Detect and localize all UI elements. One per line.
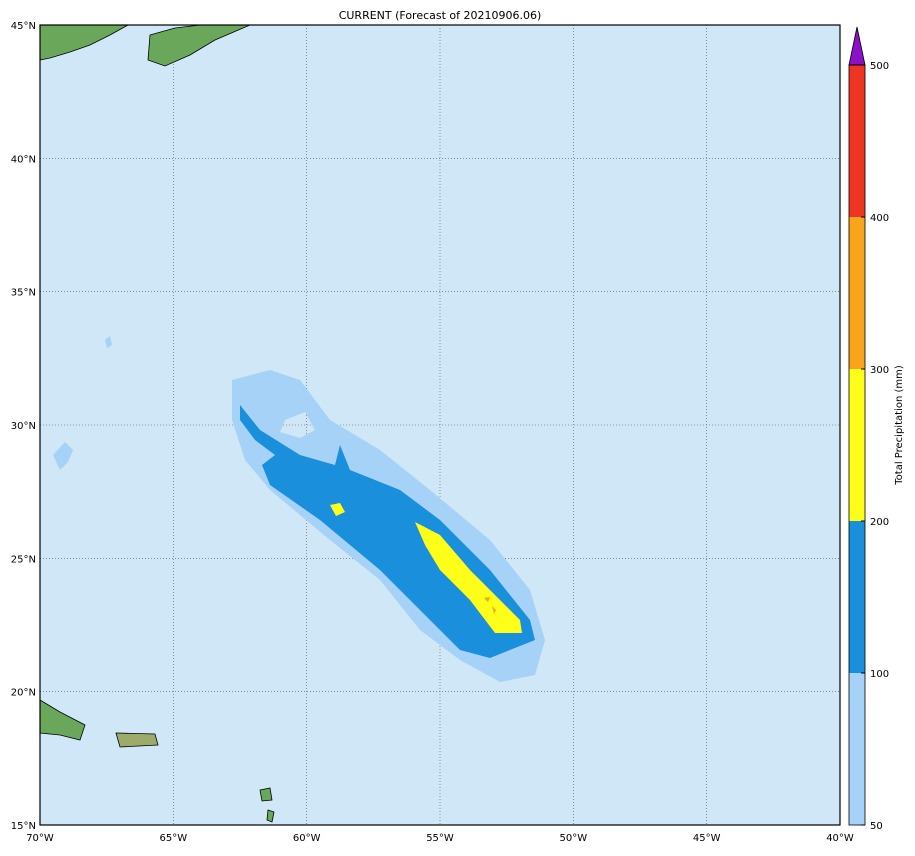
colorbar-tick-label: 200 [870,517,889,528]
x-tick-label: 40°W [826,833,854,844]
x-tick-label: 45°W [693,833,721,844]
x-tick-label: 55°W [426,833,454,844]
precip-200 [330,503,522,633]
precip-300 [484,597,496,614]
y-tick-label: 45°N [11,21,36,32]
colorbar-segment [849,217,865,369]
y-tick-label: 30°N [11,421,36,432]
colorbar-segment [849,369,865,521]
land [259,787,275,823]
y-tick-label: 25°N [11,554,36,565]
colorbar-tick-label: 100 [870,669,889,680]
colorbar-tick-label: 300 [870,365,889,376]
land [147,24,251,67]
x-tick-label: 70°W [26,833,54,844]
map-frame [39,24,841,826]
land [39,24,130,61]
land [115,732,159,748]
colorbar-frame [848,64,866,826]
y-tick-label: 35°N [11,288,36,299]
x-tick-label: 50°W [560,833,588,844]
precip-50 [53,336,112,470]
colorbar-extend [848,26,866,66]
colorbar-tick-label: 500 [870,61,889,72]
map-title: CURRENT (Forecast of 20210906.06) [339,9,542,22]
y-tick-label: 20°N [11,688,36,699]
colorbar-tick-label: 50 [870,821,883,832]
y-tick-label: 40°N [11,154,36,165]
colorbar-segment [849,65,865,217]
x-tick-label: 65°W [160,833,188,844]
y-tick-label: 15°N [11,821,36,832]
colorbar-tick-label: 400 [870,213,889,224]
precip-100 [240,405,535,658]
colorbar-segment [849,521,865,673]
colorbar-label: Total Precipitation (mm) [894,365,905,486]
colorbar-segment [849,673,865,825]
x-tick-label: 60°W [293,833,321,844]
